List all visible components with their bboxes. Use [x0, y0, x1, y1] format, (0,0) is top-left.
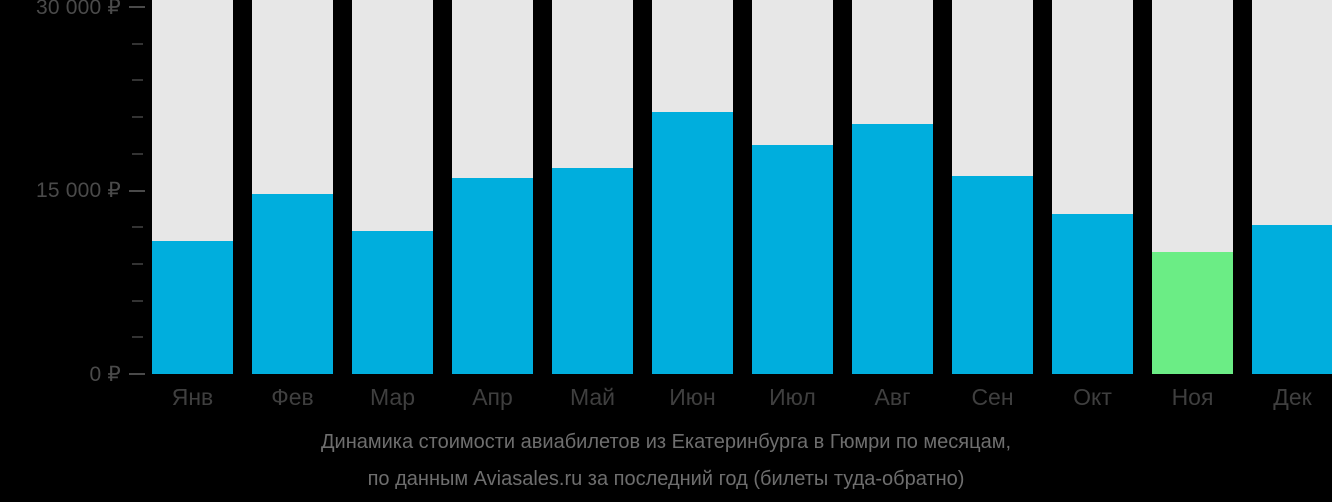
x-axis-label: Ноя [1171, 384, 1214, 410]
caption-line-1: Динамика стоимости авиабилетов из Екатер… [320, 431, 1012, 453]
bar-fill[interactable] [252, 194, 333, 374]
x-axis-label: Янв [171, 384, 214, 410]
bar-fill[interactable] [952, 175, 1033, 374]
caption-line-2: по данным Aviasales.ru за последний год … [367, 468, 965, 490]
bar-column[interactable] [952, 0, 1033, 374]
bar-fill[interactable] [1252, 224, 1332, 374]
y-axis-tick-mark [132, 226, 143, 229]
bar-fill[interactable] [452, 178, 533, 374]
y-axis-tick-label: 15 000 ₽ [35, 179, 121, 202]
y-axis-tick-label: 30 000 ₽ [35, 0, 121, 19]
y-axis-tick-mark [129, 189, 145, 192]
x-axis-label: Июн [669, 384, 716, 410]
x-axis-label: Окт [1073, 384, 1112, 410]
y-axis-tick-mark [132, 42, 143, 45]
bar-fill[interactable] [752, 145, 833, 374]
bar-fill[interactable] [652, 112, 733, 374]
bar-column[interactable] [352, 0, 433, 374]
bar-column[interactable] [852, 0, 933, 374]
x-axis-label: Фев [271, 384, 314, 410]
plot-area [152, 0, 1332, 374]
bar-fill[interactable] [152, 240, 233, 374]
x-axis-label: Май [569, 384, 616, 410]
bar-column[interactable] [552, 0, 633, 374]
bar-column[interactable] [252, 0, 333, 374]
x-axis-label: Сен [971, 384, 1014, 410]
y-axis-tick-mark [132, 262, 143, 265]
x-axis-label: Мар [369, 384, 415, 410]
bar-column[interactable] [752, 0, 833, 374]
bar-column[interactable] [1252, 0, 1332, 374]
y-axis-tick-mark [132, 116, 143, 119]
x-axis-label: Апр [472, 384, 513, 410]
y-axis-tick-mark [129, 6, 145, 8]
y-axis: 30 000 ₽ 15 000 ₽ 0 ₽ [0, 0, 152, 385]
x-axis: Янв Фев Мар Апр Май Июн Июл Авг Сен Окт Ноя Дек [152, 374, 1332, 420]
y-axis-tick-mark [132, 79, 143, 82]
chart-caption: Динамика стоимости авиабилетов из Екатер… [0, 424, 1332, 498]
bar-column[interactable] [452, 0, 533, 374]
bar-column[interactable] [1052, 0, 1133, 374]
y-axis-tick-mark [129, 373, 145, 375]
bar-column[interactable] [1152, 0, 1233, 374]
y-axis-tick-mark [132, 152, 143, 155]
y-axis-tick-mark [132, 299, 143, 302]
bar-column[interactable] [652, 0, 733, 374]
bar-fill-highlight[interactable] [1152, 251, 1233, 374]
bar-fill[interactable] [352, 230, 433, 374]
bar-fill[interactable] [552, 168, 633, 374]
y-axis-tick-label: 0 ₽ [89, 362, 121, 386]
x-axis-label: Дек [1273, 384, 1312, 410]
bar-fill[interactable] [1052, 213, 1133, 374]
bar-fill[interactable] [852, 124, 933, 374]
y-axis-tick-mark [132, 336, 143, 339]
bar-column[interactable] [152, 0, 233, 374]
x-axis-label: Авг [874, 384, 911, 410]
x-axis-label: Июл [769, 384, 816, 410]
